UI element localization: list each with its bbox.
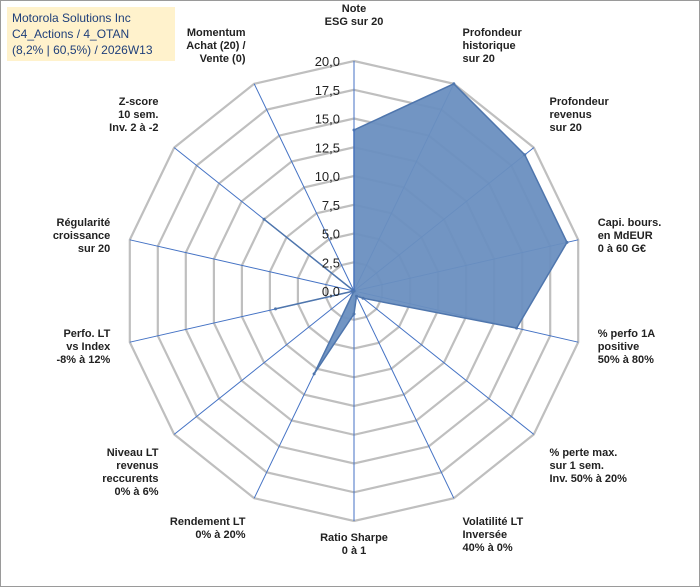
axis-label-3-line-1: en MdEUR [598, 230, 653, 242]
axis-label-1: Profondeur historique sur 20 [463, 27, 523, 65]
axis-label-4: % perfo 1A positive 50% à 80% [598, 328, 656, 366]
axis-label-8-line-1: 0% à 20% [195, 529, 245, 541]
axis-label-4-line-0: % perfo 1A [598, 328, 656, 340]
chart-title-box: Motorola Solutions Inc C4_Actions / 4_OT… [7, 7, 175, 61]
axis-label-1-line-1: historique [463, 40, 516, 52]
axis-label-3-line-0: Capi. bours. [598, 217, 662, 229]
axis-label-9-line-1: revenus [116, 460, 158, 472]
tick-label-4: 10,0 [315, 169, 340, 184]
axis-label-0: Note ESG sur 20 [325, 3, 384, 28]
axis-label-6-line-0: Volatilité LT [463, 516, 524, 528]
axis-label-3: Capi. bours. en MdEUR 0 à 60 G€ [598, 217, 662, 255]
axis-label-5-line-2: Inv. 50% à 20% [550, 473, 628, 485]
axis-label-2-line-2: sur 20 [550, 122, 582, 134]
spoke-line-9 [173, 290, 355, 435]
axis-label-3-line-2: 0 à 60 G€ [598, 243, 646, 255]
spoke-line-11 [129, 239, 355, 292]
data-point-8 [312, 372, 316, 376]
data-point-7 [352, 312, 356, 316]
data-point-10 [274, 307, 277, 311]
axis-label-0-line-0: Note [342, 3, 366, 15]
axis-label-12-line-2: Inv. 2 à -2 [109, 122, 158, 134]
data-point-1 [452, 82, 456, 86]
data-point-2 [523, 153, 527, 157]
data-point-6 [355, 294, 358, 298]
tick-label-0: 0,0 [322, 284, 340, 299]
tick-label-3: 7,5 [322, 198, 340, 213]
axis-label-9-line-0: Niveau LT [107, 447, 159, 459]
axis-label-4-line-2: 50% à 80% [598, 354, 654, 366]
axis-label-5: % perte max. sur 1 sem. Inv. 50% à 20% [550, 447, 628, 485]
axis-label-13-line-0: Momentum [187, 27, 246, 39]
data-point-4 [515, 326, 519, 330]
axis-label-13: Momentum Achat (20) / Vente (0) [186, 27, 246, 65]
axis-label-1-line-2: sur 20 [463, 53, 495, 65]
data-point-12 [262, 217, 266, 221]
axis-label-9: Niveau LT revenus reccurents 0% à 6% [102, 447, 159, 498]
axis-label-12-line-1: 10 sem. [118, 109, 158, 121]
tick-label-8: 20,0 [315, 54, 340, 69]
axis-label-2: Profondeur revenus sur 20 [550, 96, 610, 134]
category-line: C4_Actions / 4_OTAN [12, 27, 130, 41]
axis-label-10: Perfo. LT vs Index -8% à 12% [56, 328, 111, 366]
company-name: Motorola Solutions Inc [12, 11, 131, 25]
axis-label-11-line-2: sur 20 [78, 243, 110, 255]
axis-label-1-line-0: Profondeur [463, 27, 523, 39]
spoke-line-5 [353, 290, 535, 435]
period-line: (8,2% | 60,5%) / 2026W13 [12, 43, 153, 57]
axis-label-2-line-0: Profondeur [550, 96, 610, 108]
axis-label-11-line-0: Régularité [57, 217, 111, 229]
axis-label-7: Ratio Sharpe 0 à 1 [320, 532, 388, 557]
axis-label-8-line-0: Rendement LT [170, 516, 246, 528]
data-point-3 [565, 240, 569, 244]
axis-label-9-line-2: reccurents [102, 473, 158, 485]
axis-label-7-line-1: 0 à 1 [342, 545, 366, 557]
tick-label-1: 2,5 [322, 255, 340, 270]
tick-label-5: 12,5 [315, 140, 340, 155]
axis-label-2-line-1: revenus [550, 109, 592, 121]
axis-label-10-line-2: -8% à 12% [56, 354, 110, 366]
axis-label-6-line-2: 40% à 0% [463, 542, 513, 554]
axis-label-11: Régularité croissance sur 20 [53, 217, 110, 255]
axis-label-12: Z-score 10 sem. Inv. 2 à -2 [109, 96, 158, 134]
spoke-line-13 [253, 83, 355, 292]
axis-label-5-line-1: sur 1 sem. [550, 460, 604, 472]
tick-label-2: 5,0 [322, 227, 340, 242]
spoke-line-6 [353, 290, 455, 499]
axis-label-7-line-0: Ratio Sharpe [320, 532, 388, 544]
data-point-5 [361, 296, 365, 300]
axis-label-10-line-1: vs Index [66, 341, 111, 353]
axis-label-9-line-3: 0% à 6% [114, 486, 158, 498]
tick-label-6: 15,0 [315, 112, 340, 127]
axis-label-13-line-2: Vente (0) [200, 53, 246, 65]
axis-label-4-line-1: positive [598, 341, 640, 353]
tick-label-7: 17,5 [315, 83, 340, 98]
axis-label-5-line-0: % perte max. [550, 447, 618, 459]
axis-label-12-line-0: Z-score [119, 96, 159, 108]
axis-label-11-line-1: croissance [53, 230, 110, 242]
axis-label-10-line-0: Perfo. LT [63, 328, 110, 340]
axis-label-13-line-1: Achat (20) / [186, 40, 245, 52]
axis-label-0-line-1: ESG sur 20 [325, 16, 384, 28]
axis-label-8: Rendement LT 0% à 20% [170, 516, 246, 541]
axis-label-6-line-1: Inversée [463, 529, 508, 541]
axis-label-6: Volatilité LT Inversée 40% à 0% [463, 516, 524, 554]
